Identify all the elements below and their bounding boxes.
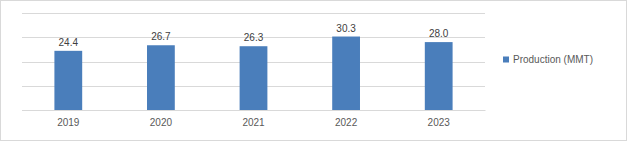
bars (54, 37, 452, 110)
legend-swatch (503, 57, 509, 63)
grid-line (22, 13, 485, 14)
x-tick: 2019 (57, 110, 80, 128)
chart-frame (1, 1, 627, 141)
x-tick: 2021 (242, 110, 265, 128)
legend: Production (MMT) (503, 54, 593, 65)
bar (54, 51, 82, 110)
legend-label: Production (MMT) (513, 54, 593, 65)
bar (240, 46, 268, 110)
grid-line (22, 110, 485, 111)
data-label: 24.4 (59, 37, 79, 48)
x-tick-label: 2022 (335, 117, 358, 128)
data-label: 28.0 (429, 28, 449, 39)
x-tick-label: 2020 (150, 117, 173, 128)
bar (332, 37, 360, 110)
chart: 2019 2020 2021 2022 2023 24.4 26.7 26.3 30.3 28.0… (0, 0, 627, 141)
x-axis-line (23, 110, 486, 111)
legend-item: Production (MMT) (503, 54, 593, 65)
plot: 2019 2020 2021 2022 2023 24.4 26.7 26.3 30.3 28.0 (22, 14, 486, 129)
x-tick-label: 2019 (57, 117, 80, 128)
data-label: 30.3 (336, 23, 356, 34)
bar (425, 42, 453, 110)
x-tick-label: 2021 (242, 117, 265, 128)
bar (147, 45, 175, 110)
x-tick: 2020 (150, 110, 173, 128)
x-tick: 2023 (428, 110, 451, 128)
data-labels: 24.4 26.7 26.3 30.3 28.0 (59, 23, 449, 48)
data-label: 26.7 (151, 31, 171, 42)
x-tick: 2022 (335, 110, 358, 128)
x-axis: 2019 2020 2021 2022 2023 (23, 110, 486, 128)
grid (22, 14, 485, 111)
x-tick-label: 2023 (428, 117, 451, 128)
data-label: 26.3 (244, 32, 264, 43)
